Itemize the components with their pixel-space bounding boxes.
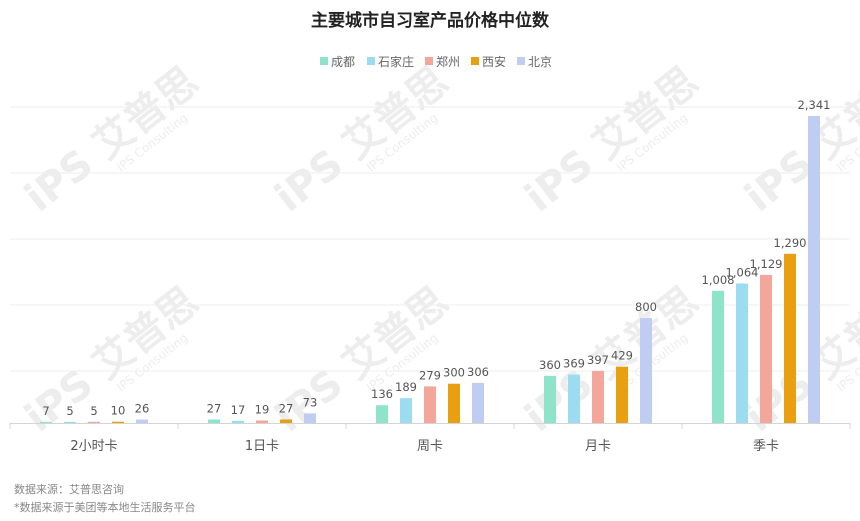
data-label: 300 bbox=[443, 366, 465, 380]
data-label: 360 bbox=[539, 358, 561, 372]
legend-item[interactable]: 北京 bbox=[517, 55, 552, 69]
data-label: 397 bbox=[587, 353, 609, 367]
watermark-brand: iPS 艾普思 bbox=[517, 58, 707, 221]
legend-item[interactable]: 成都 bbox=[320, 55, 355, 69]
x-tick-label: 1日卡 bbox=[245, 439, 279, 454]
bar bbox=[208, 419, 220, 423]
data-label: 369 bbox=[563, 357, 585, 371]
data-label: 2,341 bbox=[798, 98, 831, 112]
bar bbox=[568, 374, 580, 423]
watermark-brand: iPS 艾普思 bbox=[737, 278, 860, 441]
data-label: 136 bbox=[371, 387, 393, 401]
x-tick-label: 周卡 bbox=[417, 439, 443, 454]
bar bbox=[448, 383, 460, 423]
gridlines bbox=[10, 106, 850, 372]
legend-item[interactable]: 西安 bbox=[471, 54, 506, 69]
watermark-brand: iPS 艾普思 bbox=[267, 58, 457, 221]
bar bbox=[112, 421, 124, 423]
bar bbox=[808, 116, 820, 423]
data-label: 19 bbox=[255, 403, 270, 417]
legend-item[interactable]: 郑州 bbox=[425, 54, 460, 69]
watermark-brand: iPS 艾普思 bbox=[17, 58, 207, 221]
bar bbox=[472, 382, 484, 423]
data-label: 5 bbox=[66, 404, 73, 418]
data-label: 5 bbox=[90, 404, 97, 418]
bar bbox=[712, 290, 724, 423]
bar bbox=[376, 405, 388, 423]
footer-note: *数据来源于美团等本地生活服务平台 bbox=[14, 501, 196, 514]
x-axis: 2小时卡 1日卡 周卡 月卡 季卡 bbox=[9, 423, 851, 454]
x-tick-label: 季卡 bbox=[753, 439, 779, 454]
watermark-brand: iPS 艾普思 bbox=[737, 58, 860, 221]
chart-title: 主要城市自习室产品价格中位数 bbox=[311, 10, 550, 31]
bars bbox=[40, 116, 820, 423]
data-label: 800 bbox=[635, 300, 657, 314]
bar bbox=[88, 421, 100, 423]
legend-swatch bbox=[471, 57, 479, 65]
data-label: 1,008 bbox=[702, 273, 735, 287]
data-label: 1,290 bbox=[774, 236, 807, 250]
data-label: 73 bbox=[303, 395, 318, 409]
data-label: 429 bbox=[611, 349, 633, 363]
x-tick-label: 2小时卡 bbox=[70, 439, 117, 454]
bar bbox=[232, 420, 244, 423]
legend-swatch bbox=[367, 57, 375, 65]
data-label: 279 bbox=[419, 368, 441, 382]
data-label: 27 bbox=[279, 402, 294, 416]
legend-swatch bbox=[425, 57, 433, 65]
legend-swatch bbox=[320, 57, 328, 65]
data-label: 1,064 bbox=[726, 266, 759, 280]
data-label: 26 bbox=[135, 402, 150, 416]
legend-label: 郑州 bbox=[436, 54, 460, 69]
data-label: 306 bbox=[467, 365, 489, 379]
legend-label: 成都 bbox=[331, 55, 355, 69]
legend-label: 北京 bbox=[528, 55, 552, 69]
bar bbox=[760, 274, 772, 423]
bar bbox=[64, 421, 76, 423]
bar bbox=[304, 413, 316, 423]
x-tick-label: 月卡 bbox=[585, 439, 611, 454]
bar bbox=[424, 386, 436, 423]
data-label: 189 bbox=[395, 380, 417, 394]
bar bbox=[40, 421, 52, 423]
legend-label: 西安 bbox=[482, 54, 506, 69]
bar bbox=[592, 370, 604, 423]
bar bbox=[544, 375, 556, 423]
data-label: 17 bbox=[231, 403, 246, 417]
bar bbox=[256, 420, 268, 423]
legend-item[interactable]: 石家庄 bbox=[367, 54, 414, 69]
bar bbox=[640, 318, 652, 423]
bar bbox=[400, 398, 412, 423]
data-label: 7 bbox=[42, 404, 49, 418]
bar bbox=[280, 419, 292, 423]
data-label: 27 bbox=[207, 402, 222, 416]
footer-source: 数据来源：艾普思咨询 bbox=[14, 483, 124, 496]
bar bbox=[136, 419, 148, 423]
legend-swatch bbox=[517, 57, 525, 65]
legend-label: 石家庄 bbox=[378, 54, 414, 69]
bar bbox=[784, 253, 796, 423]
bar bbox=[736, 283, 748, 423]
data-label: 10 bbox=[111, 404, 126, 418]
legend: 成都 石家庄 郑州 西安 北京 bbox=[320, 54, 552, 69]
bar bbox=[616, 366, 628, 423]
data-label: 1,129 bbox=[750, 257, 783, 271]
